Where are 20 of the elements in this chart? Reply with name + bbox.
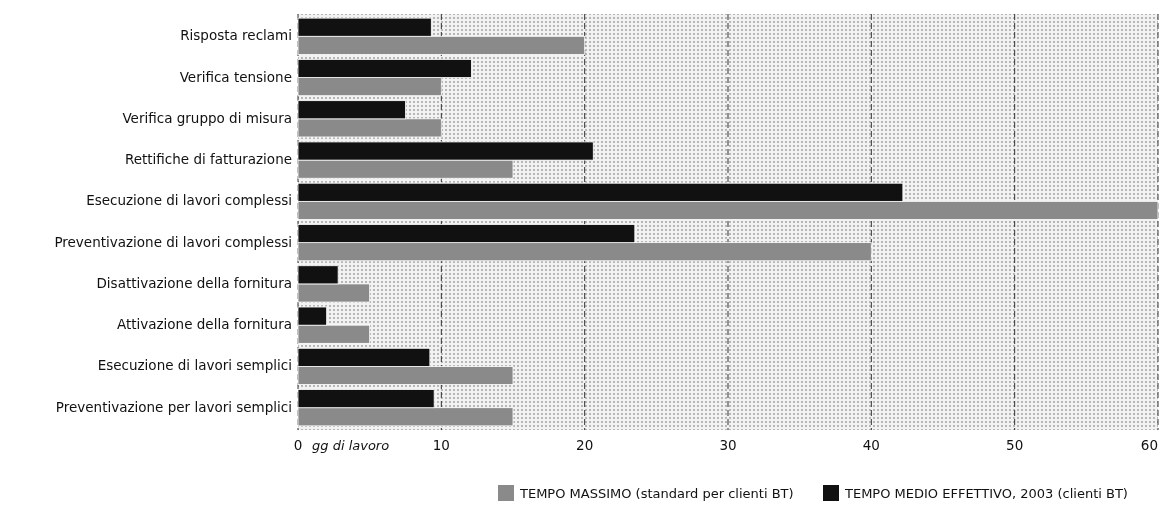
y-tick-label: Preventivazione di lavori complessi: [54, 233, 292, 250]
y-tick-label: Attivazione della fornitura: [116, 316, 292, 333]
y-tick-label: Verifica tensione: [179, 68, 292, 85]
x-tick-label: 20: [576, 437, 594, 453]
x-tick-label: 50: [1006, 437, 1024, 453]
x-tick-label: 30: [719, 437, 737, 453]
y-tick-label: Rettifiche di fatturazione: [124, 151, 292, 168]
y-tick-label: Preventivazione per lavori semplici: [55, 398, 292, 415]
y-tick-label: Risposta reclami: [180, 27, 292, 44]
y-tick-label: Esecuzione di lavori semplici: [97, 357, 292, 374]
x-tick-label: 10: [432, 437, 450, 453]
x-tick-label: 60: [1140, 437, 1158, 453]
y-tick-label: Disattivazione della fornitura: [96, 274, 292, 291]
legend-label: TEMPO MEDIO EFFETTIVO, 2003 (clienti BT): [844, 485, 1128, 501]
x-tick-label: 40: [862, 437, 880, 453]
legend-label: TEMPO MASSIMO (standard per clienti BT): [519, 485, 794, 501]
y-tick-label: Verifica gruppo di misura: [122, 109, 292, 126]
x-axis-title: gg di lavoro: [312, 438, 390, 453]
x-tick-label: 0: [293, 437, 303, 453]
y-tick-label: Esecuzione di lavori complessi: [86, 192, 292, 209]
